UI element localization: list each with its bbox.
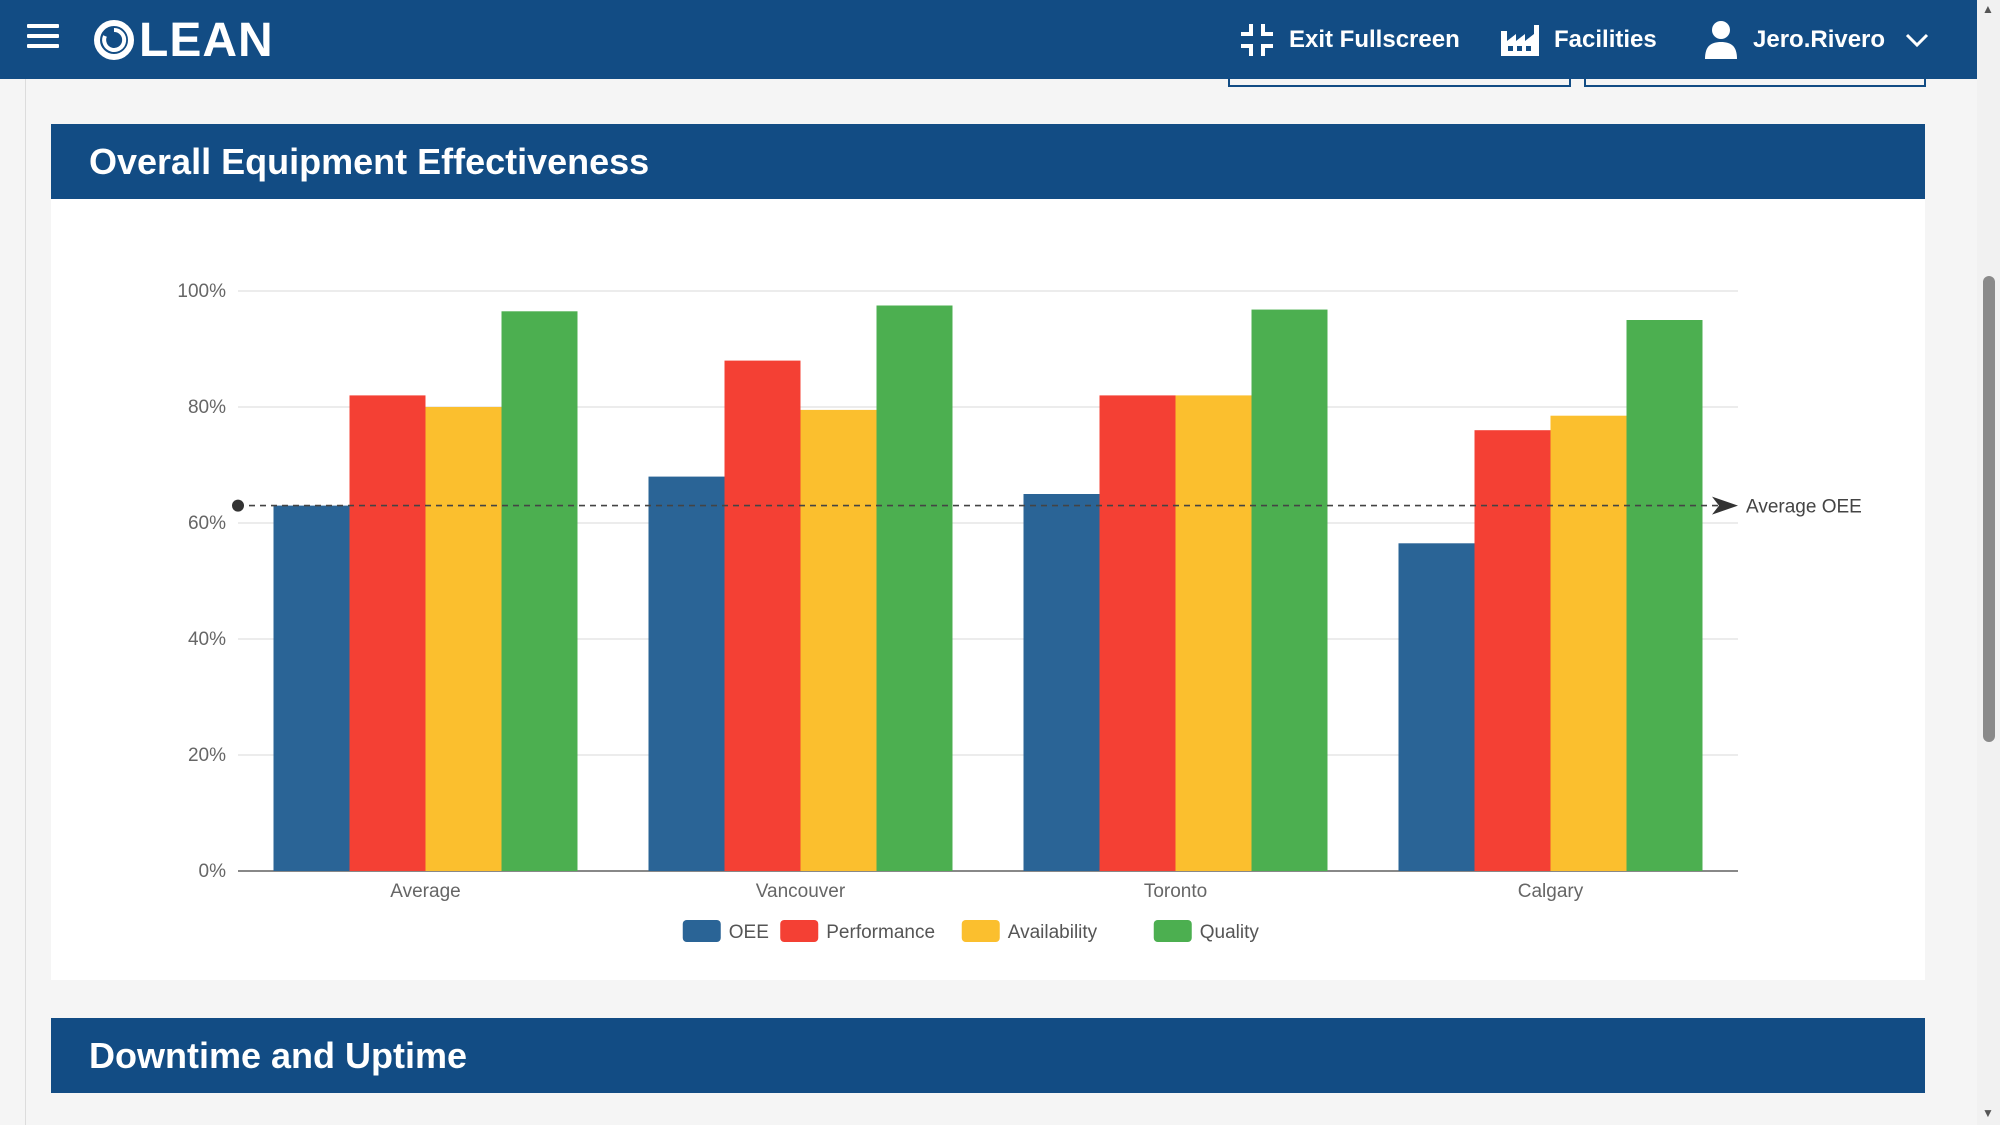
legend-swatch-performance [780, 920, 819, 942]
scroll-up-arrow-icon[interactable]: ▲ [1982, 2, 1994, 16]
user-icon [1705, 20, 1737, 59]
oee-chart-card: 0% 20% 40% 60% 80% 100% Average Vancouver Toront… [51, 199, 1925, 980]
bar-availability [425, 407, 502, 871]
legend-label-oee: OEE [729, 922, 769, 943]
legend-swatch-availability [961, 920, 1000, 942]
bar-oee [1398, 543, 1475, 871]
bar-quality [1251, 309, 1328, 871]
legend-label-quality: Quality [1200, 922, 1260, 943]
bar-performance [1099, 395, 1176, 871]
user-name: Jero.Rivero [1753, 25, 1886, 53]
facilities-label: Facilities [1554, 25, 1657, 53]
facilities-button[interactable]: Facilities [1500, 0, 1657, 79]
user-menu[interactable]: Jero.Rivero [1703, 0, 1929, 79]
bar-performance [349, 395, 426, 871]
average-oee-line-start-marker [232, 499, 244, 512]
oee-bar-chart: 0% 20% 40% 60% 80% 100% Average Vancouver Toront… [177, 281, 1862, 943]
downtime-section-header: Downtime and Uptime [51, 1018, 1925, 1093]
y-tick-label: 60% [188, 513, 226, 534]
filter-field-right[interactable] [1584, 79, 1926, 87]
downtime-section-title: Downtime and Uptime [89, 1034, 468, 1076]
legend-label-availability: Availability [1008, 922, 1098, 943]
y-tick-label: 20% [188, 745, 226, 766]
exit-fullscreen-button[interactable]: Exit Fullscreen [1239, 0, 1460, 79]
vertical-scrollbar[interactable]: ▲ ▼ [1977, 0, 2000, 1125]
bar-oee [273, 505, 350, 871]
y-tick-label: 100% [177, 281, 226, 302]
average-oee-label: Average OEE [1746, 497, 1862, 518]
legend-swatch-quality [1153, 920, 1192, 942]
top-navigation-bar: LEAN Exit Fullscreen Facilities Jero.Riv… [0, 0, 1977, 79]
bar-oee [1023, 494, 1100, 871]
oee-section-title: Overall Equipment Effectiveness [89, 140, 650, 182]
y-tick-label: 0% [199, 861, 227, 882]
y-tick-label: 80% [188, 397, 226, 418]
legend-label-performance: Performance [826, 922, 935, 943]
x-tick-label: Calgary [1518, 881, 1584, 902]
average-oee-arrow-icon [1712, 496, 1738, 515]
factory-icon [1501, 24, 1539, 56]
bar-availability [1550, 415, 1627, 871]
bar-quality [876, 305, 953, 871]
x-tick-label: Average [390, 881, 460, 902]
bar-quality [1626, 320, 1703, 871]
filter-field-left[interactable] [1228, 79, 1571, 87]
bar-performance [724, 360, 801, 871]
bar-oee [648, 476, 725, 871]
bar-availability [1175, 395, 1252, 871]
logo-text: LEAN [139, 13, 274, 67]
exit-fullscreen-icon [1241, 23, 1273, 56]
exit-fullscreen-label: Exit Fullscreen [1289, 25, 1460, 53]
legend-swatch-oee [682, 920, 721, 942]
oee-section-header: Overall Equipment Effectiveness [51, 124, 1925, 199]
logo[interactable]: LEAN [93, 13, 274, 67]
scroll-thumb[interactable] [1983, 276, 1995, 742]
y-tick-label: 40% [188, 629, 226, 650]
x-tick-label: Toronto [1144, 881, 1207, 902]
scroll-down-arrow-icon[interactable]: ▼ [1982, 1106, 1994, 1120]
hamburger-menu-icon[interactable] [27, 24, 61, 54]
x-tick-label: Vancouver [756, 881, 846, 902]
bar-performance [1474, 430, 1551, 871]
bar-availability [800, 409, 877, 871]
bar-quality [501, 311, 578, 871]
chevron-down-icon[interactable] [1905, 32, 1929, 48]
logo-ring-icon [94, 20, 134, 60]
